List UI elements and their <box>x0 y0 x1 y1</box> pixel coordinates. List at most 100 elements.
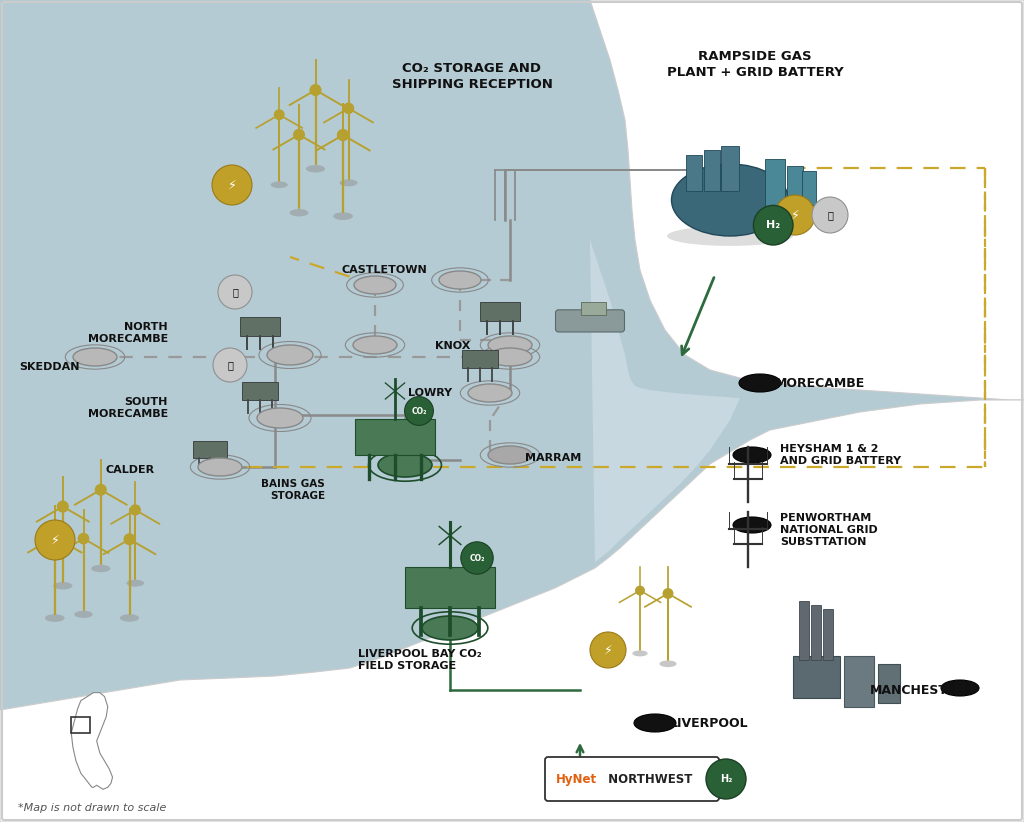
Circle shape <box>404 396 433 426</box>
Text: KNOX: KNOX <box>434 341 470 351</box>
Bar <box>406 567 495 607</box>
Text: LOWRY: LOWRY <box>408 388 452 398</box>
Ellipse shape <box>53 582 73 589</box>
Bar <box>786 166 803 206</box>
Text: NORTHWEST: NORTHWEST <box>604 773 692 786</box>
Ellipse shape <box>634 714 676 732</box>
Ellipse shape <box>75 611 93 618</box>
Bar <box>823 609 834 660</box>
Bar <box>355 419 435 455</box>
Ellipse shape <box>488 446 532 464</box>
Circle shape <box>461 542 494 575</box>
Text: CO₂: CO₂ <box>412 407 427 415</box>
Ellipse shape <box>198 458 242 476</box>
Ellipse shape <box>354 276 396 294</box>
Text: 🔥: 🔥 <box>827 210 833 220</box>
Text: H₂: H₂ <box>720 774 732 784</box>
Circle shape <box>213 348 247 382</box>
Text: SOUTH
MORECAMBE: SOUTH MORECAMBE <box>88 397 168 418</box>
Bar <box>194 441 226 458</box>
Ellipse shape <box>126 580 144 587</box>
Ellipse shape <box>91 565 111 572</box>
Circle shape <box>274 110 284 119</box>
Text: MORECAMBE: MORECAMBE <box>775 376 865 390</box>
Ellipse shape <box>439 271 481 289</box>
Text: MANCHESTER: MANCHESTER <box>870 684 966 696</box>
Circle shape <box>636 586 644 595</box>
Ellipse shape <box>270 182 288 188</box>
Circle shape <box>130 505 140 515</box>
Bar <box>721 146 739 191</box>
Ellipse shape <box>667 226 793 246</box>
Text: SKEDDAN: SKEDDAN <box>19 362 80 372</box>
Circle shape <box>706 759 746 799</box>
Ellipse shape <box>339 179 357 187</box>
Circle shape <box>49 532 60 543</box>
Ellipse shape <box>45 614 65 622</box>
Ellipse shape <box>733 447 771 463</box>
Circle shape <box>775 195 815 235</box>
Ellipse shape <box>468 384 512 402</box>
Circle shape <box>294 129 304 140</box>
Ellipse shape <box>422 616 478 640</box>
Circle shape <box>310 85 321 95</box>
Ellipse shape <box>333 212 353 220</box>
Ellipse shape <box>257 408 303 428</box>
Circle shape <box>664 589 673 598</box>
Text: HyNet: HyNet <box>556 773 597 786</box>
Bar <box>844 656 874 707</box>
Ellipse shape <box>659 660 677 667</box>
Bar <box>581 302 606 315</box>
Bar <box>765 159 785 209</box>
Text: ⚡: ⚡ <box>227 178 237 192</box>
Ellipse shape <box>672 164 788 236</box>
Text: LIVERPOOL: LIVERPOOL <box>670 717 749 729</box>
Circle shape <box>95 484 106 495</box>
Ellipse shape <box>488 348 532 366</box>
Circle shape <box>35 520 75 560</box>
FancyBboxPatch shape <box>545 757 719 801</box>
Bar <box>879 664 899 703</box>
Bar <box>686 155 702 191</box>
Circle shape <box>124 534 135 544</box>
Ellipse shape <box>941 680 979 696</box>
Circle shape <box>338 130 348 141</box>
Ellipse shape <box>267 345 313 365</box>
Text: PENWORTHAM
NATIONAL GRID
SUBSTTATION: PENWORTHAM NATIONAL GRID SUBSTTATION <box>780 514 878 547</box>
Circle shape <box>590 632 626 668</box>
Ellipse shape <box>739 374 781 392</box>
Ellipse shape <box>73 348 117 366</box>
Text: LIVERPOOL BAY CO₂
FIELD STORAGE: LIVERPOOL BAY CO₂ FIELD STORAGE <box>358 649 481 671</box>
Text: CO₂: CO₂ <box>469 553 484 562</box>
Ellipse shape <box>353 336 397 354</box>
Bar <box>462 350 499 368</box>
Text: ⚡: ⚡ <box>791 209 800 221</box>
Ellipse shape <box>633 650 647 657</box>
Text: ⚡: ⚡ <box>50 533 59 547</box>
Circle shape <box>79 533 89 543</box>
Text: RAMPSIDE GAS
PLANT + GRID BATTERY: RAMPSIDE GAS PLANT + GRID BATTERY <box>667 50 844 79</box>
Bar <box>242 382 279 400</box>
Text: CALDER: CALDER <box>105 465 155 475</box>
Bar <box>703 150 720 191</box>
Text: NORTH
MORECAMBE: NORTH MORECAMBE <box>88 322 168 344</box>
Circle shape <box>57 501 69 512</box>
Bar <box>811 605 821 660</box>
Polygon shape <box>0 400 1024 822</box>
Text: 🔥: 🔥 <box>232 287 238 297</box>
Ellipse shape <box>120 614 139 621</box>
Circle shape <box>812 197 848 233</box>
Text: CO₂ STORAGE AND
SHIPPING RECEPTION: CO₂ STORAGE AND SHIPPING RECEPTION <box>391 62 552 91</box>
Ellipse shape <box>290 209 308 216</box>
Polygon shape <box>590 240 740 562</box>
Text: H₂: H₂ <box>766 220 780 230</box>
Text: ⚡: ⚡ <box>603 644 612 657</box>
Circle shape <box>343 104 353 113</box>
Ellipse shape <box>378 453 432 477</box>
FancyBboxPatch shape <box>555 310 625 332</box>
Bar <box>803 171 816 206</box>
Circle shape <box>212 165 252 205</box>
Text: *Map is not drawn to scale: *Map is not drawn to scale <box>18 803 166 813</box>
Bar <box>794 656 840 698</box>
Text: CASTLETOWN: CASTLETOWN <box>342 265 428 275</box>
